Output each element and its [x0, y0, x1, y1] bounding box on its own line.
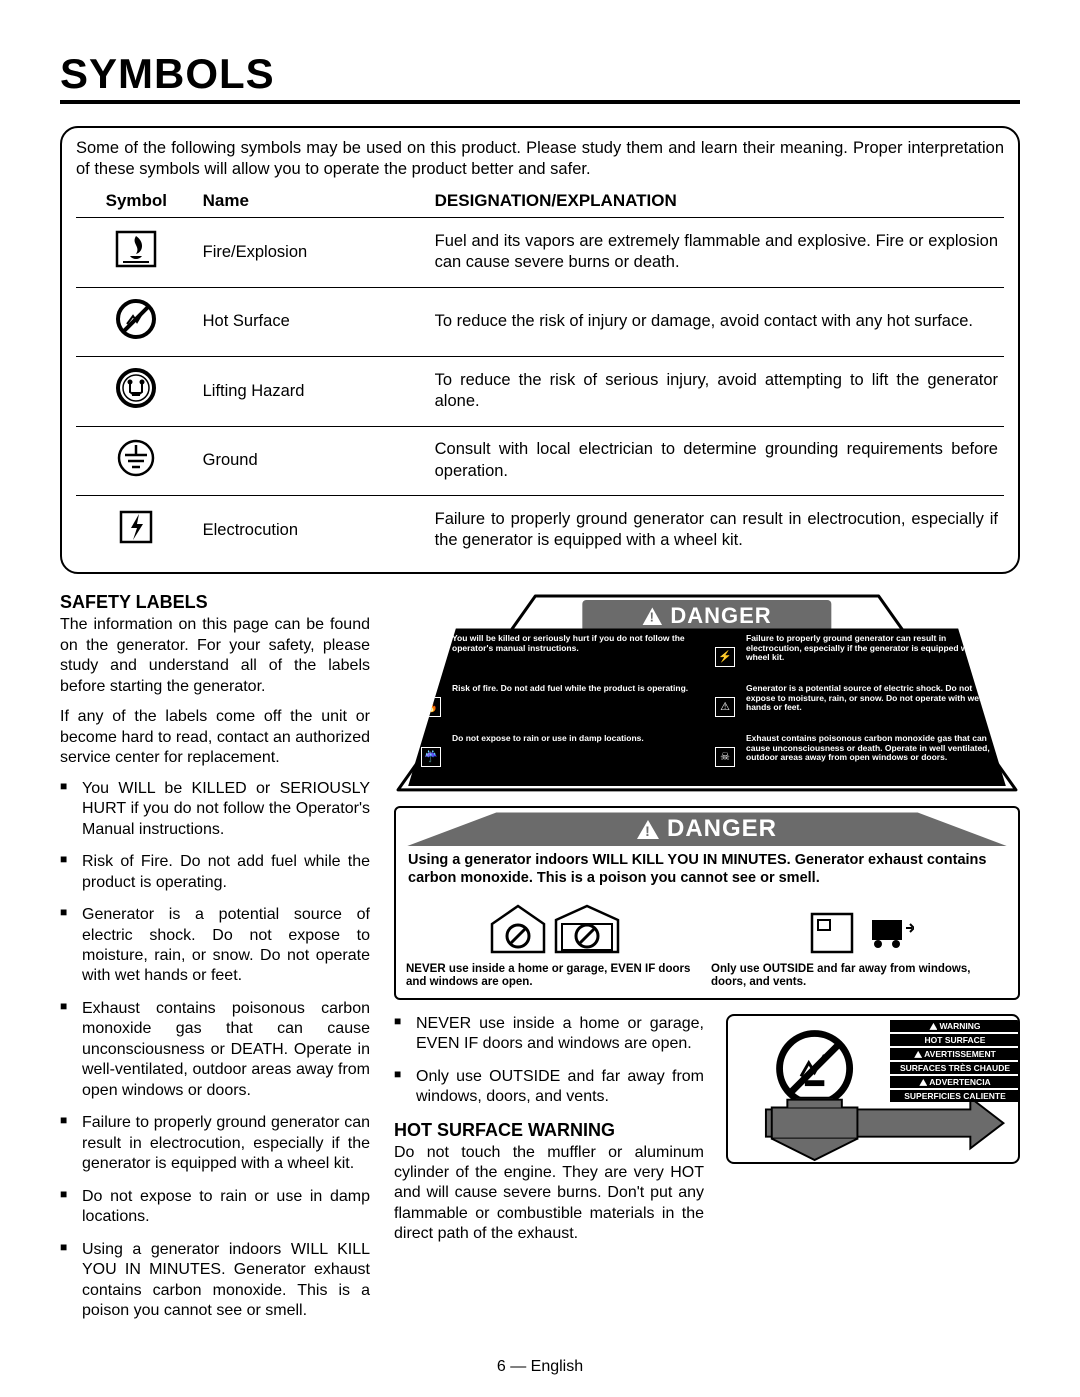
hot-surface-label: WARNING HOT SURFACE AVERTISSEMENT SURFAC…: [726, 1014, 1020, 1164]
list-item: Only use OUTSIDE and far away from windo…: [394, 1067, 704, 1108]
safety-heading: SAFETY LABELS: [60, 592, 370, 613]
table-row: Hot Surface To reduce the risk of injury…: [76, 287, 1004, 356]
danger2-right-caption: Only use OUTSIDE and far away from windo…: [711, 963, 1008, 989]
safety-p1: The information on this page can be foun…: [60, 615, 370, 697]
list-item: You WILL be KILLED or SERIOUSLY HURT if …: [60, 779, 370, 840]
content-columns: SAFETY LABELS The information on this pa…: [60, 592, 1020, 1333]
table-row: Ground Consult with local electrician to…: [76, 426, 1004, 495]
table-row: Fire/Explosion Fuel and its vapors are e…: [76, 218, 1004, 287]
safety-bullets: You WILL be KILLED or SERIOUSLY HURT if …: [60, 779, 370, 1322]
electrocution-icon: [113, 506, 159, 548]
row-explanation: To reduce the risk of serious injury, av…: [429, 357, 1004, 426]
left-column: SAFETY LABELS The information on this pa…: [60, 592, 370, 1333]
danger-item: Risk of fire. Do not add fuel while the …: [452, 684, 704, 730]
row-explanation: Fuel and its vapors are extremely flamma…: [429, 218, 1004, 287]
row-name: Hot Surface: [197, 287, 429, 356]
right-bullets: NEVER use inside a home or garage, EVEN …: [394, 1014, 704, 1108]
list-item: Risk of Fire. Do not add fuel while the …: [60, 852, 370, 893]
safety-p2: If any of the labels come off the unit o…: [60, 707, 370, 768]
danger-label-1: DANGER ☠ You will be killed or seriously…: [394, 592, 1020, 792]
danger2-left: NEVER use inside a home or garage, EVEN …: [406, 893, 703, 989]
page-title: SYMBOLS: [60, 50, 1020, 104]
hot-surface-icon: [113, 298, 159, 340]
row-name: Fire/Explosion: [197, 218, 429, 287]
list-item: Failure to properly ground generator can…: [60, 1113, 370, 1174]
danger-item: Failure to properly ground generator can…: [746, 634, 998, 680]
rain-icon: ☔: [421, 747, 441, 767]
col-explanation: DESIGNATION/EXPLANATION: [429, 187, 1004, 218]
row-explanation: Consult with local electrician to determ…: [429, 426, 1004, 495]
danger-item: Do not expose to rain or use in damp loc…: [452, 734, 704, 780]
col-name: Name: [197, 187, 429, 218]
row-explanation: To reduce the risk of injury or damage, …: [429, 287, 1004, 356]
danger2-left-caption: NEVER use inside a home or garage, EVEN …: [406, 963, 703, 989]
bolt-icon: ⚡: [715, 647, 735, 667]
skull-icon: ☠: [715, 747, 735, 767]
house-outside-icon: [806, 900, 860, 956]
danger-item: Generator is a potential source of elect…: [746, 684, 998, 730]
row-name: Ground: [197, 426, 429, 495]
table-row: Lifting Hazard To reduce the risk of ser…: [76, 357, 1004, 426]
house-no-icon: [488, 900, 548, 956]
generator-icon: [864, 906, 914, 950]
shock-icon: ⚠: [715, 697, 735, 717]
danger-item: Exhaust contains poisonous carbon monoxi…: [746, 734, 998, 780]
list-item: NEVER use inside a home or garage, EVEN …: [394, 1014, 704, 1055]
danger2-header: DANGER: [406, 812, 1008, 846]
list-item: Do not expose to rain or use in damp loc…: [60, 1187, 370, 1228]
lifting-icon: [113, 367, 159, 409]
hot-heading: HOT SURFACE WARNING: [394, 1120, 704, 1141]
danger-title: DANGER: [670, 603, 771, 629]
hot-mini-labels: WARNING HOT SURFACE AVERTISSEMENT SURFAC…: [890, 1020, 1020, 1104]
danger-header: DANGER: [582, 600, 831, 632]
fire-icon: [113, 228, 159, 270]
danger2-right: Only use OUTSIDE and far away from windo…: [711, 893, 1008, 989]
danger2-text: Using a generator indoors WILL KILL YOU …: [396, 846, 1018, 891]
symbol-intro: Some of the following symbols may be use…: [76, 138, 1004, 179]
danger2-title: DANGER: [667, 815, 777, 843]
danger-item: You will be killed or seriously hurt if …: [452, 634, 704, 680]
page-footer: 6 — English: [60, 1358, 1020, 1376]
right-column: DANGER ☠ You will be killed or seriously…: [394, 592, 1020, 1333]
hot-text: Do not touch the muffler or aluminum cyl…: [394, 1143, 704, 1245]
list-item: Using a generator indoors WILL KILL YOU …: [60, 1240, 370, 1322]
danger-label-2: DANGER Using a generator indoors WILL KI…: [394, 806, 1020, 999]
row-name: Electrocution: [197, 496, 429, 573]
row-explanation: Failure to properly ground generator can…: [429, 496, 1004, 573]
ground-icon: [113, 437, 159, 479]
table-row: Electrocution Failure to properly ground…: [76, 496, 1004, 573]
col-symbol: Symbol: [76, 187, 197, 218]
table-header-row: Symbol Name DESIGNATION/EXPLANATION: [76, 187, 1004, 218]
list-item: Exhaust contains poisonous carbon monoxi…: [60, 999, 370, 1101]
garage-no-icon: [552, 900, 622, 956]
symbol-table: Symbol Name DESIGNATION/EXPLANATION Fire…: [76, 187, 1004, 572]
symbol-box: Some of the following symbols may be use…: [60, 126, 1020, 574]
danger-body: ☠ You will be killed or seriously hurt i…: [408, 628, 1006, 786]
right-lower: NEVER use inside a home or garage, EVEN …: [394, 1014, 1020, 1255]
warning-triangle-icon: [642, 607, 662, 625]
warning-triangle-icon: [637, 820, 659, 839]
row-name: Lifting Hazard: [197, 357, 429, 426]
list-item: Generator is a potential source of elect…: [60, 905, 370, 987]
